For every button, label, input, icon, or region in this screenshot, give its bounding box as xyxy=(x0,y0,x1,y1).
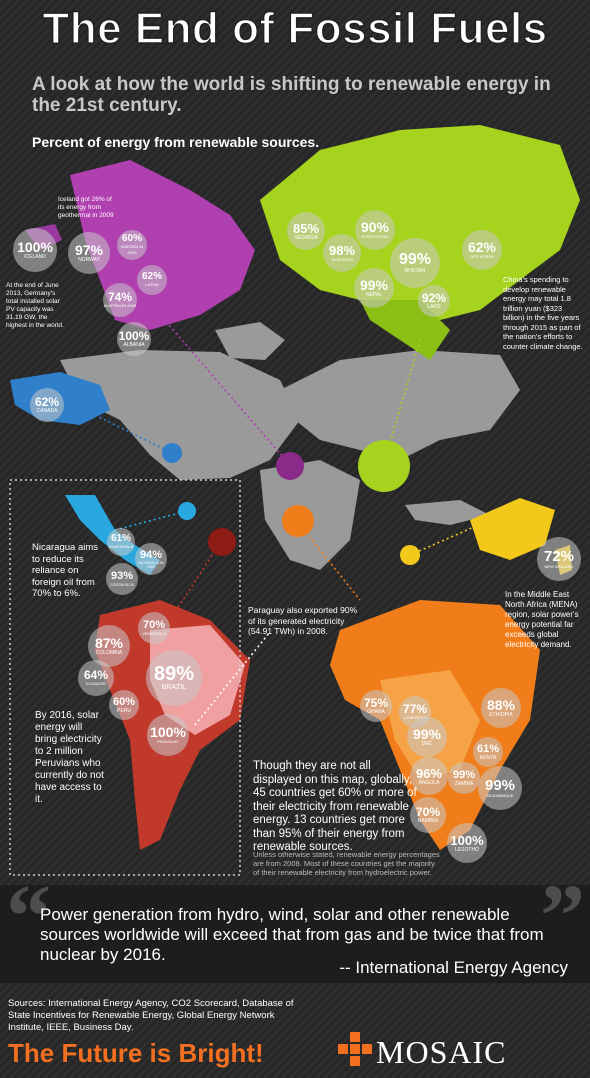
country-bubble: 100% LESOTHO xyxy=(447,823,487,863)
tagline: The Future is Bright! xyxy=(8,1038,264,1068)
europe-dot xyxy=(276,452,304,480)
note-mena: In the Middle East North Africa (MENA) r… xyxy=(505,590,579,649)
country-bubble: 64% ECUADOR xyxy=(78,660,114,696)
country-bubble: 99% NEPAL xyxy=(354,268,394,308)
country-bubble: 98% TAJIKISTAN xyxy=(323,234,361,272)
country-bubble: 94% NICARAGUA IN 2009 xyxy=(135,543,167,575)
quote-attribution: -- International Energy Agency xyxy=(339,958,568,977)
country-bubble: 62% CANADA xyxy=(30,388,64,422)
page-subtitle: A look at how the world is shifting to r… xyxy=(32,74,551,116)
country-bubble: 100% ICELAND xyxy=(13,228,57,272)
mosaic-logo-icon xyxy=(338,1032,372,1066)
north-america-land xyxy=(60,350,300,480)
country-bubble: 99% DRC xyxy=(407,717,447,757)
greenland-land xyxy=(215,322,285,360)
south-america-dot xyxy=(208,528,236,556)
country-bubble: 62% LATVIA xyxy=(137,265,167,295)
country-bubble: 97% NORWAY xyxy=(68,232,110,274)
australia-dot xyxy=(400,545,420,565)
note-peru: By 2016, solar energy will bring electri… xyxy=(35,710,104,805)
note-nicaragua: Nicaragua aims to reduce its reliance on… xyxy=(32,542,98,599)
country-bubble: 93% COSTA RICA xyxy=(106,563,138,595)
note-germany: At the end of June 2013, Germany's total… xyxy=(6,282,64,329)
asia-dot xyxy=(358,440,410,492)
country-bubble: 61% KENYA xyxy=(473,737,503,767)
country-bubble: 75% GHANA xyxy=(360,690,392,722)
country-bubble: 90% KYRGYZSTAN xyxy=(355,210,395,250)
country-bubble: 96% ANGOLA xyxy=(410,757,448,795)
page-title: The End of Fossil Fuels xyxy=(42,3,548,54)
country-bubble: 60% SWEDEN IN 2009 xyxy=(117,230,147,260)
indonesia-land xyxy=(405,500,490,525)
country-bubble: 70% NAMIBIA xyxy=(410,797,446,833)
country-bubble: 74% AUSTRIA IN 2009 xyxy=(103,283,137,317)
close-quote-icon: ” xyxy=(540,867,585,966)
africa-dot xyxy=(282,505,314,537)
country-bubble: 60% PERU xyxy=(109,690,139,720)
note-global: Though they are not all displayed on thi… xyxy=(253,760,417,853)
central-america-dot xyxy=(178,502,196,520)
country-bubble: 61% GUATEMALA xyxy=(107,528,135,556)
note-footnote: Unless otherwise stated, renewable energ… xyxy=(253,850,440,877)
country-bubble: 89% BRAZIL xyxy=(146,650,202,706)
country-bubble: 72% NEW ZEALAND xyxy=(537,537,581,581)
country-bubble: 70% VENEZUELA xyxy=(138,612,170,644)
note-paraguay: Paraguay also exported 90% of its genera… xyxy=(248,605,358,636)
note-china: China's spending to develop renewable en… xyxy=(503,275,583,351)
country-bubble: 85% GEORGIA xyxy=(287,212,325,250)
north-america-dot xyxy=(162,443,182,463)
quote-text: Power generation from hydro, wind, solar… xyxy=(40,905,544,964)
country-bubble: 99% ZAMBIA xyxy=(448,762,480,794)
note-iceland: Iceland got 26% of its energy from geoth… xyxy=(58,196,114,219)
country-bubble: 99% BHUTAN xyxy=(390,238,440,288)
country-bubble: 100% ALBANIA xyxy=(117,322,151,356)
country-bubble: 100% PARAGUAY xyxy=(147,714,189,756)
eurasia-land xyxy=(280,350,520,460)
quote-panel xyxy=(0,885,590,983)
section-label: Percent of energy from renewable sources… xyxy=(32,134,320,150)
country-bubble: 62% DPR KOREA xyxy=(462,230,502,270)
sources-text: Sources: International Energy Agency, CO… xyxy=(8,998,294,1033)
open-quote-icon: “ xyxy=(6,867,51,966)
country-bubble: 99% MOZAMBIQUE xyxy=(478,766,522,810)
country-bubble: 88% ETHIOPIA xyxy=(481,688,521,728)
brand-logo: MOSAIC xyxy=(376,1034,507,1070)
australia-region xyxy=(470,498,555,560)
country-bubble: 92% LAOS xyxy=(418,285,450,317)
